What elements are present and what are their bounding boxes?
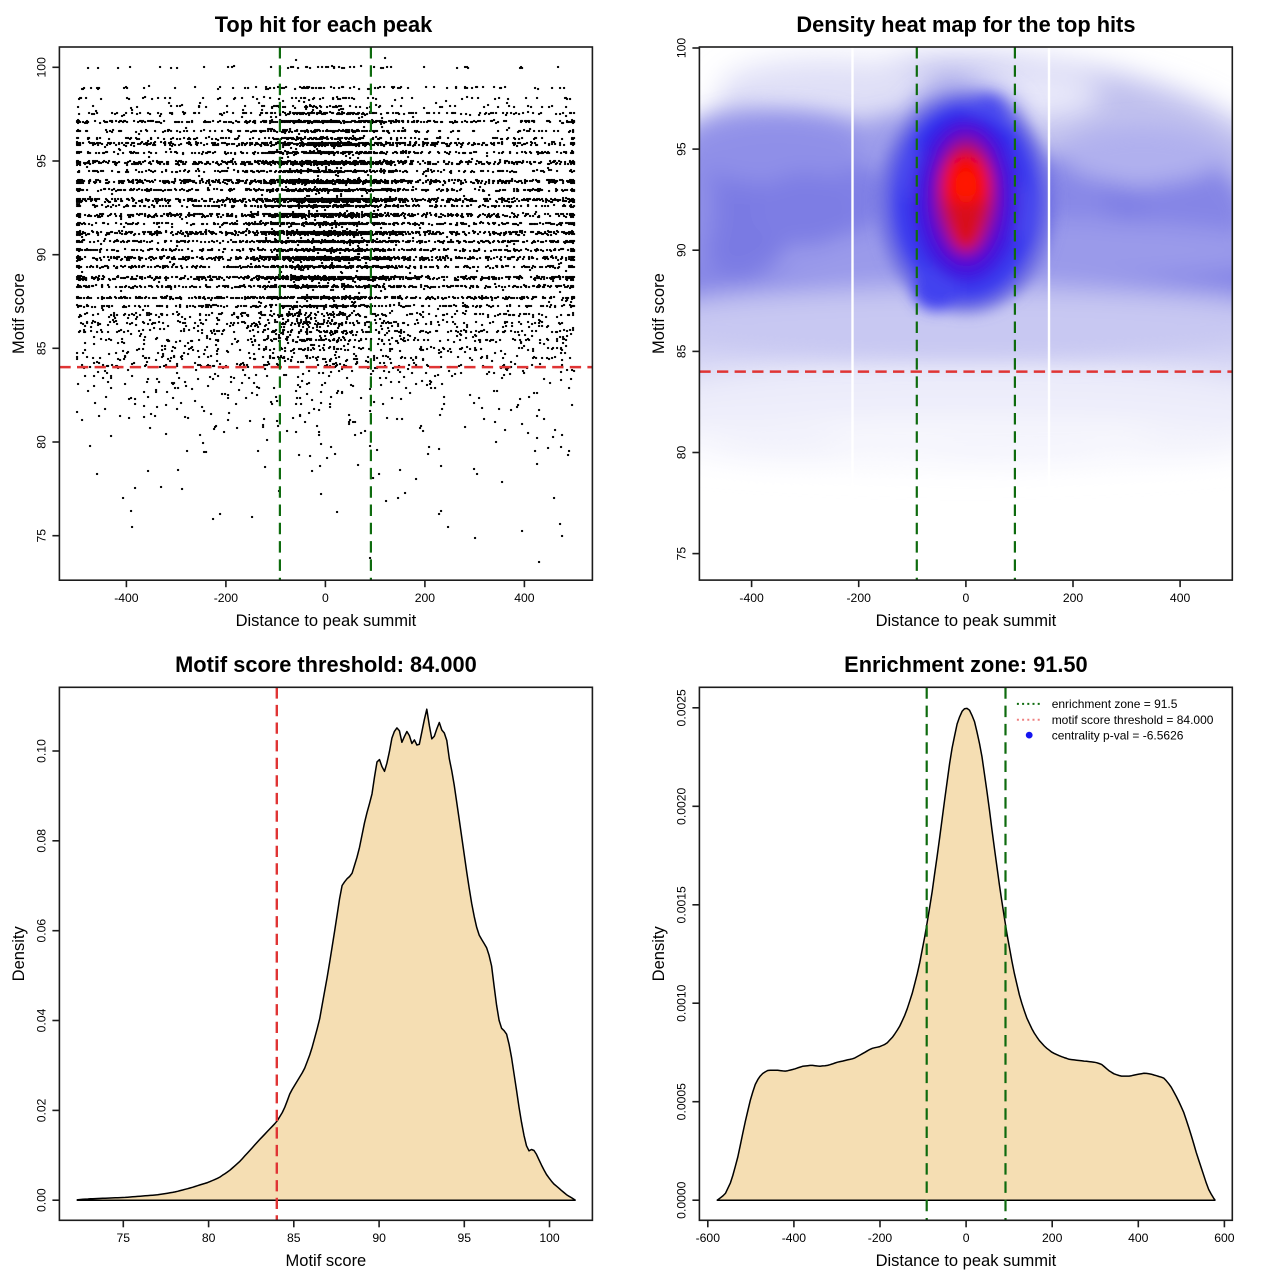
svg-text:95: 95 — [675, 142, 689, 156]
svg-text:0.06: 0.06 — [35, 919, 49, 943]
svg-text:95: 95 — [35, 154, 49, 168]
svg-text:400: 400 — [514, 591, 535, 605]
svg-text:0.0005: 0.0005 — [675, 1083, 689, 1120]
svg-text:100: 100 — [675, 38, 689, 59]
svg-text:85: 85 — [675, 344, 689, 358]
svg-text:Enrichment zone: 91.50: Enrichment zone: 91.50 — [844, 652, 1087, 677]
svg-text:90: 90 — [372, 1231, 386, 1245]
svg-text:-400: -400 — [114, 591, 139, 605]
svg-text:0: 0 — [963, 1231, 970, 1245]
svg-text:Distance to peak summit: Distance to peak summit — [876, 612, 1057, 630]
svg-text:Density heat map for the top h: Density heat map for the top hits — [796, 12, 1135, 37]
svg-text:0.08: 0.08 — [35, 829, 49, 853]
svg-text:Motif score: Motif score — [10, 273, 28, 354]
svg-text:Motif score: Motif score — [650, 273, 668, 354]
svg-text:90: 90 — [35, 248, 49, 262]
svg-text:motif score threshold = 84.000: motif score threshold = 84.000 — [1052, 713, 1214, 727]
svg-text:85: 85 — [35, 341, 49, 355]
svg-text:Top hit for each peak: Top hit for each peak — [215, 12, 433, 37]
svg-text:0.0020: 0.0020 — [675, 787, 689, 824]
svg-text:Motif score: Motif score — [286, 1252, 367, 1270]
svg-text:200: 200 — [1063, 591, 1084, 605]
svg-text:Distance to peak summit: Distance to peak summit — [876, 1252, 1057, 1270]
svg-text:0.0000: 0.0000 — [675, 1181, 689, 1218]
svg-text:Distance to peak summit: Distance to peak summit — [236, 612, 417, 630]
svg-text:75: 75 — [675, 547, 689, 561]
svg-text:0.02: 0.02 — [35, 1098, 49, 1122]
svg-text:200: 200 — [415, 591, 436, 605]
svg-text:600: 600 — [1214, 1231, 1235, 1245]
svg-text:0: 0 — [322, 591, 329, 605]
svg-text:-200: -200 — [868, 1231, 893, 1245]
svg-text:0.0015: 0.0015 — [675, 886, 689, 923]
svg-text:100: 100 — [539, 1231, 560, 1245]
svg-text:0.04: 0.04 — [35, 1008, 49, 1032]
svg-text:90: 90 — [675, 243, 689, 257]
svg-text:Density: Density — [10, 926, 28, 982]
svg-text:80: 80 — [35, 435, 49, 449]
svg-text:85: 85 — [287, 1231, 301, 1245]
svg-text:0.0025: 0.0025 — [675, 689, 689, 726]
svg-text:-600: -600 — [696, 1231, 721, 1245]
svg-text:-400: -400 — [739, 591, 764, 605]
svg-text:100: 100 — [35, 57, 49, 78]
svg-text:enrichment zone = 91.5: enrichment zone = 91.5 — [1052, 697, 1178, 711]
svg-text:75: 75 — [117, 1231, 131, 1245]
svg-text:centrality p-val = -6.5626: centrality p-val = -6.5626 — [1052, 729, 1184, 743]
svg-text:0.10: 0.10 — [35, 739, 49, 763]
svg-text:0.0010: 0.0010 — [675, 984, 689, 1021]
svg-text:95: 95 — [458, 1231, 472, 1245]
svg-text:80: 80 — [202, 1231, 216, 1245]
svg-text:Density: Density — [650, 926, 668, 982]
svg-text:Motif score threshold: 84.000: Motif score threshold: 84.000 — [175, 652, 477, 677]
svg-text:200: 200 — [1042, 1231, 1063, 1245]
svg-text:75: 75 — [35, 529, 49, 543]
svg-text:400: 400 — [1128, 1231, 1149, 1245]
svg-text:80: 80 — [675, 446, 689, 460]
svg-text:-200: -200 — [846, 591, 871, 605]
svg-text:0: 0 — [963, 591, 970, 605]
svg-text:-400: -400 — [782, 1231, 807, 1245]
svg-text:0.00: 0.00 — [35, 1188, 49, 1212]
svg-text:400: 400 — [1170, 591, 1191, 605]
svg-text:-200: -200 — [214, 591, 239, 605]
